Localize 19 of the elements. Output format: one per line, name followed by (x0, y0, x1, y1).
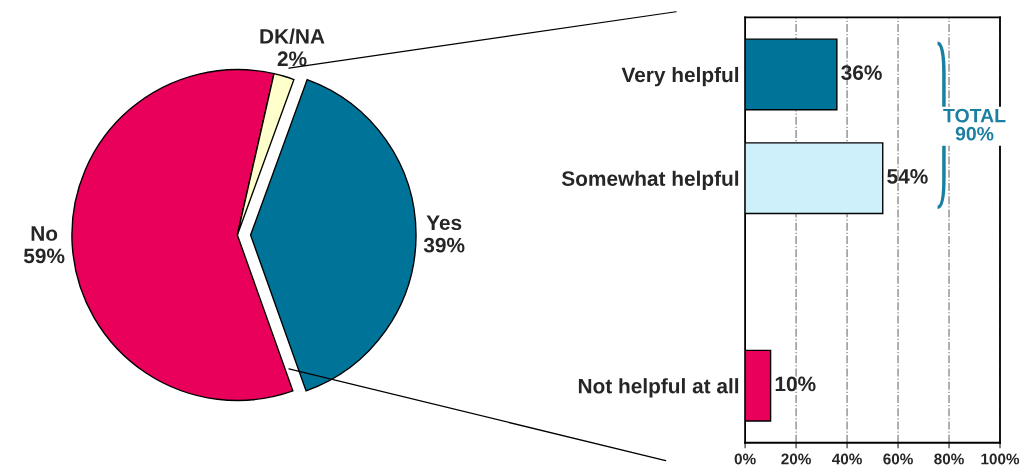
slice-label: DK/NA (260, 28, 325, 44)
x-tick-label: 40% (832, 453, 862, 465)
data-label: 59% (23, 248, 65, 264)
y-tick-label: Somewhat helpful (561, 170, 739, 191)
x-tick-label: 100% (981, 453, 1020, 465)
x-tick-label: 80% (934, 453, 964, 465)
x-tick-label: 20% (781, 453, 811, 465)
y-tick-label: Not helpful at all (578, 378, 739, 398)
slice-label: No (31, 226, 58, 241)
annotation: TOTAL 90% (943, 108, 1006, 141)
slice-label: Yes (426, 215, 462, 231)
data-label: 2% (277, 51, 307, 67)
x-tick-label: 0% (734, 453, 756, 465)
data-label: 39% (423, 237, 465, 253)
data-label: 54% (887, 169, 928, 184)
y-tick-label: Very helpful (621, 66, 739, 87)
data-label: 36% (841, 65, 882, 81)
x-tick-label: 60% (883, 453, 913, 465)
data-label: 10% (775, 376, 816, 392)
